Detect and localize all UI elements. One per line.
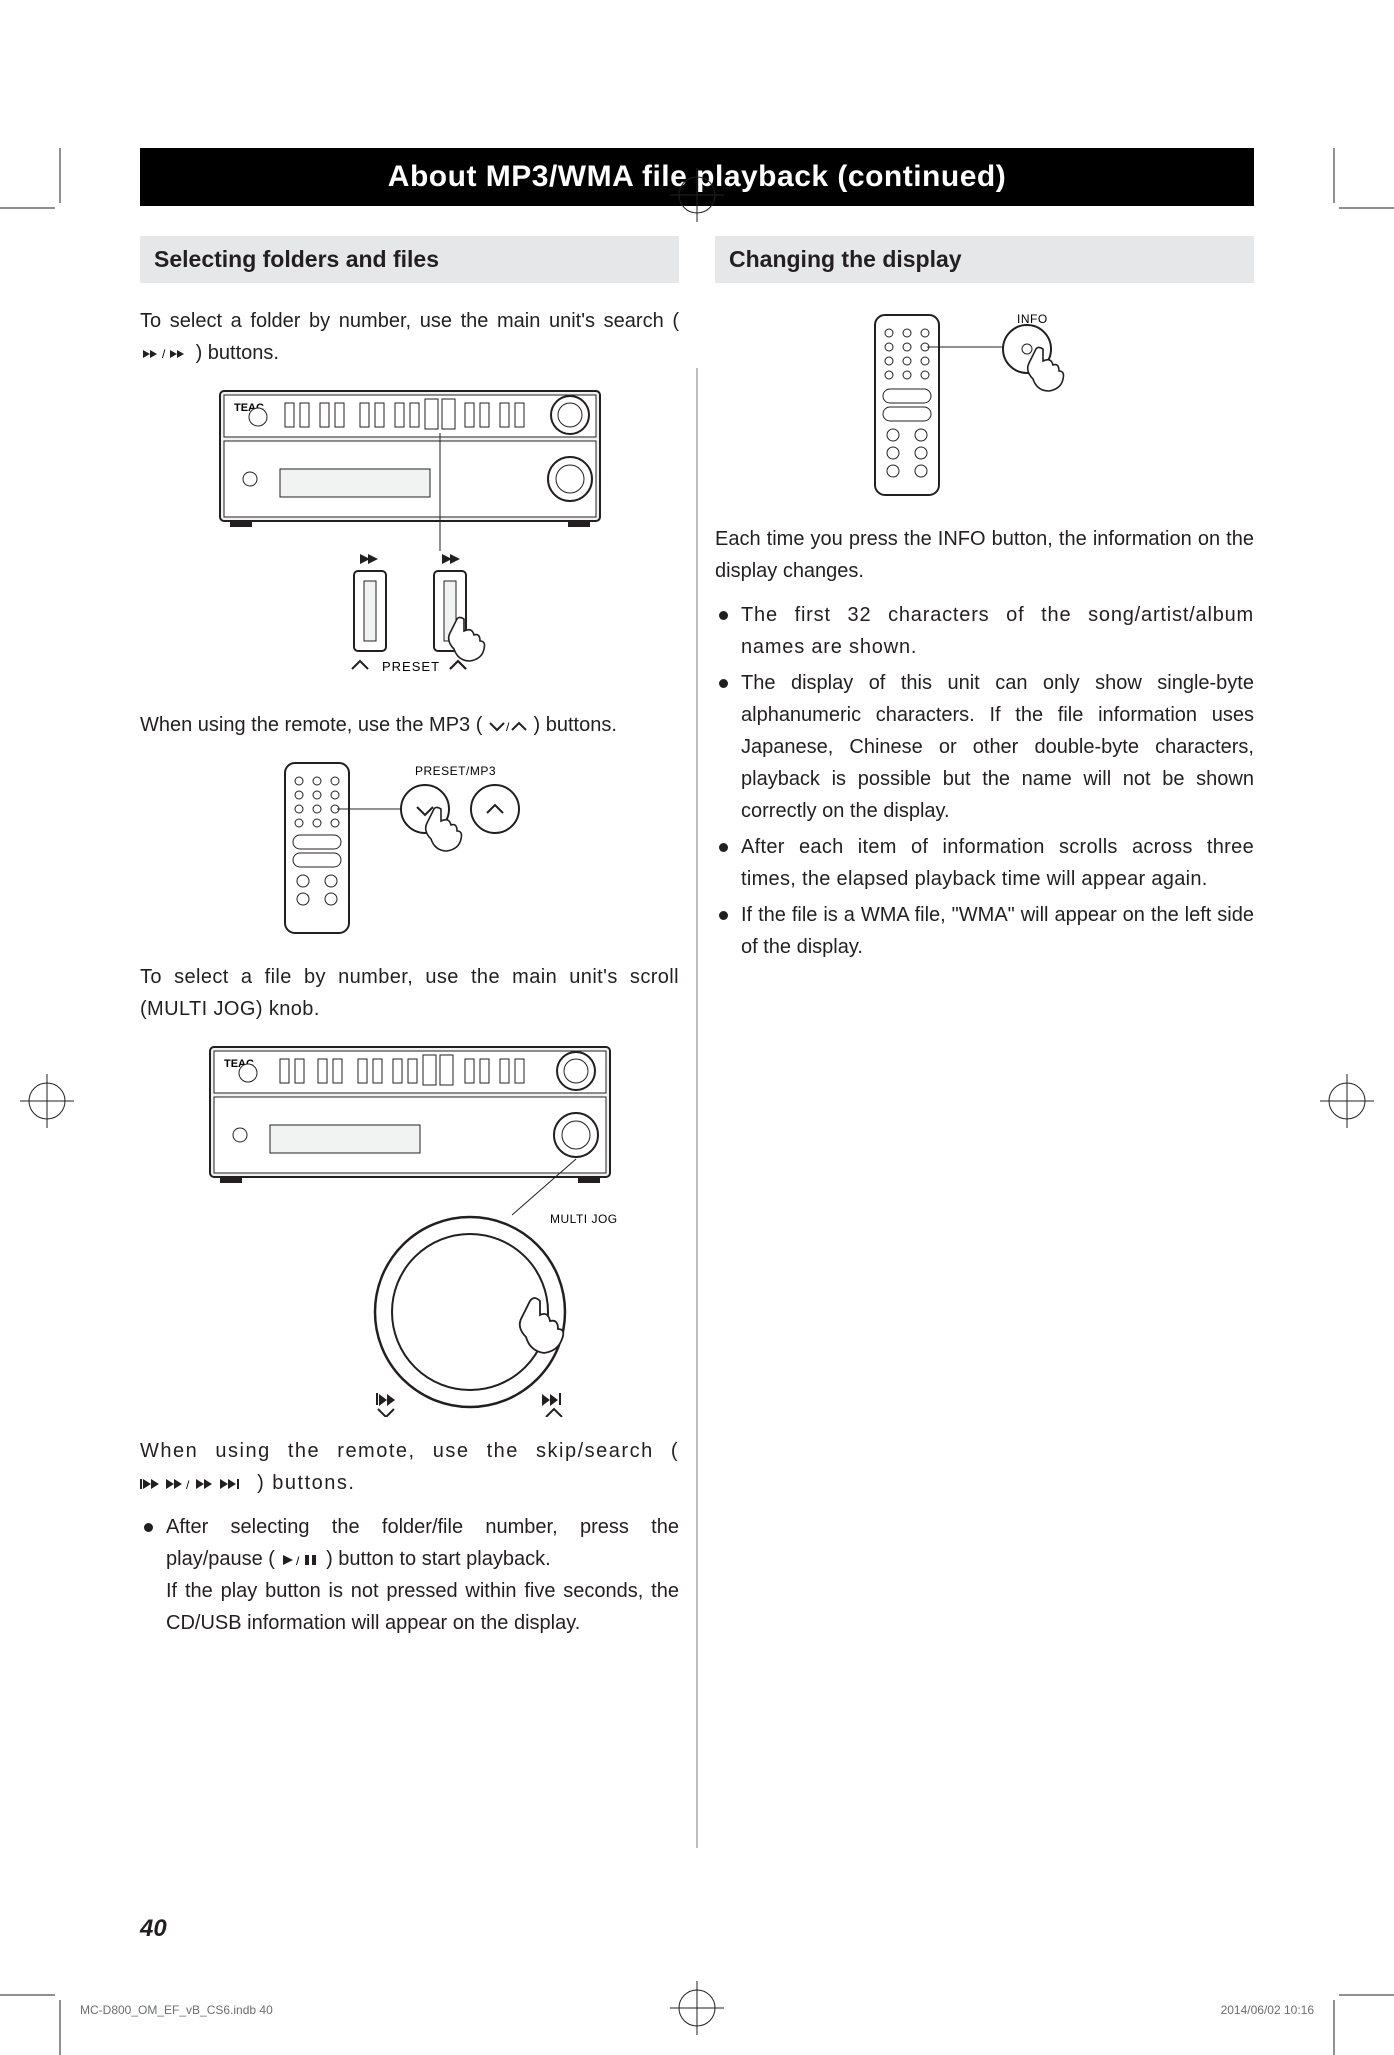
down-up-icon: / [488,719,528,733]
para-info-intro: Each time you press the INFO button, the… [715,523,1254,587]
text: ) button to start playback. [326,1548,551,1570]
subhead-selecting: Selecting folders and files [140,236,679,283]
para-remote-mp3: When using the remote, use the MP3 ( / )… [140,709,679,741]
text: To select a folder by number, use the ma… [140,310,679,332]
left-column: Selecting folders and files To select a … [140,236,679,1643]
left-bullet-list: After selecting the folder/file number, … [140,1511,679,1639]
crop-mark-br [1304,1965,1394,2055]
page-number: 40 [140,1915,167,1943]
footer-left: MC-D800_OM_EF_vB_CS6.indb 40 [80,2003,273,2017]
subhead-changing-display: Changing the display [715,236,1254,283]
para-select-file: To select a file by number, use the main… [140,961,679,1025]
text: ) buttons. [534,714,617,736]
svg-text:/: / [296,1554,300,1567]
reg-mark-top [670,168,724,222]
svg-text:INFO: INFO [1017,312,1048,326]
text: When using the remote, use the skip/sear… [140,1440,679,1462]
para-remote-skipsearch: When using the remote, use the skip/sear… [140,1435,679,1499]
play-pause-icon: / [281,1553,321,1567]
right-bullet-list: The first 32 characters of the song/arti… [715,599,1254,963]
crop-mark-bl [0,1965,90,2055]
figure-main-unit-preset: TEAC [140,381,679,691]
text: When using the remote, use the MP3 ( [140,714,482,736]
figure-multi-jog: TEAC [140,1037,679,1417]
list-item: The first 32 characters of the song/arti… [715,599,1254,663]
crop-mark-tl [0,148,90,238]
list-item: After each item of information scrolls a… [715,831,1254,895]
figure-remote-preset-mp3: PRESET/MP3 [140,753,679,943]
text: If the play button is not pressed within… [166,1580,679,1634]
svg-text:/: / [506,720,510,733]
crop-mark-tr [1304,148,1394,238]
skip-search-icon: / [140,1477,250,1491]
footer-right: 2014/06/02 10:16 [1221,2003,1314,2017]
figure-remote-info: INFO [715,305,1254,505]
right-column: Changing the display INFO [715,236,1254,1643]
reg-mark-right [1320,1074,1374,1128]
svg-text:/: / [186,1478,191,1491]
column-divider [696,368,698,1848]
list-item: If the file is a WMA file, "WMA" will ap… [715,899,1254,963]
svg-text:PRESET: PRESET [382,659,440,674]
para-select-folder: To select a folder by number, use the ma… [140,305,679,369]
reg-mark-bottom [670,1981,724,2035]
svg-text:MULTI JOG: MULTI JOG [550,1212,618,1226]
list-item: After selecting the folder/file number, … [140,1511,679,1639]
svg-text:/: / [162,347,166,361]
text: ) buttons. [196,342,279,364]
svg-text:PRESET/MP3: PRESET/MP3 [415,764,496,778]
text: ) buttons. [257,1472,355,1494]
reg-mark-left [20,1074,74,1128]
list-item: The display of this unit can only show s… [715,667,1254,827]
rewind-forward-icon: / [140,347,190,361]
